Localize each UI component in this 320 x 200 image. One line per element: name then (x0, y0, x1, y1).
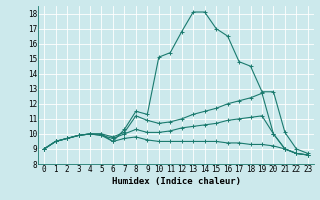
X-axis label: Humidex (Indice chaleur): Humidex (Indice chaleur) (111, 177, 241, 186)
